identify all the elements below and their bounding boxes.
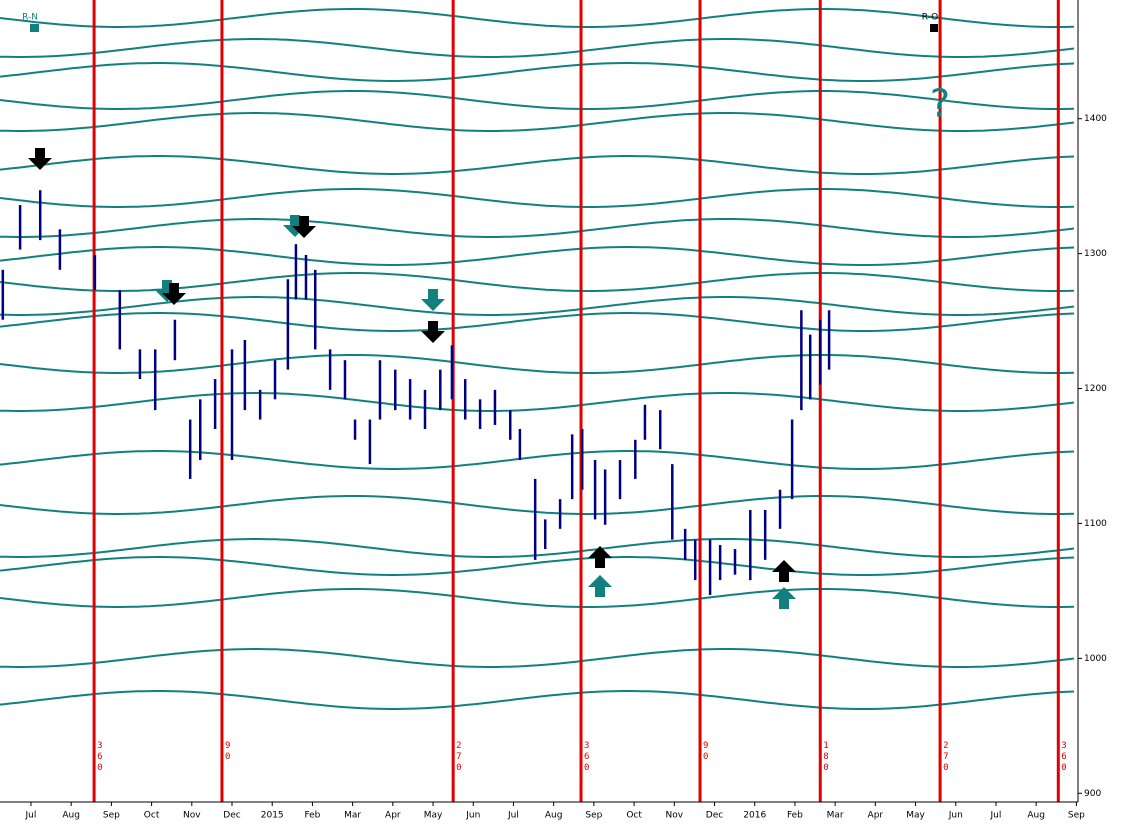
wave-line <box>0 112 1075 132</box>
x-tick-label: Jul <box>507 811 519 821</box>
wave-line <box>0 188 1075 208</box>
y-tick-label: 900 <box>1084 789 1101 799</box>
x-tick-label: 2015 <box>261 811 284 821</box>
wave-line <box>0 90 1075 110</box>
up-arrow <box>772 560 796 582</box>
x-tick-label: Oct <box>144 811 160 821</box>
wave-line <box>0 556 1075 576</box>
down-arrow <box>421 289 445 311</box>
x-tick-label: Aug <box>1027 811 1045 821</box>
wave-line <box>0 312 1075 332</box>
up-arrow <box>588 575 612 597</box>
x-tick-label: Aug <box>62 811 80 821</box>
wave-line <box>0 272 1075 292</box>
wave-line <box>0 62 1075 82</box>
x-tick-label: Dec <box>706 811 723 821</box>
y-tick-label: 1400 <box>1084 114 1107 124</box>
x-tick-label: Nov <box>183 811 201 821</box>
x-tick-label: Jun <box>948 811 963 821</box>
wave-line <box>0 450 1075 470</box>
cycle-lines: 3 6 0 9 0 2 7 0 3 6 0 9 0 1 8 0 2 7 0 3 6 0 <box>92 0 1067 802</box>
x-tick-label: Jun <box>465 811 480 821</box>
x-tick-label: Jul <box>990 811 1002 821</box>
question-mark: ? <box>930 82 950 126</box>
x-tick-label: Sep <box>1068 811 1085 821</box>
wave-line <box>0 588 1075 608</box>
marker <box>30 24 39 32</box>
y-tick-label: 1000 <box>1084 654 1107 664</box>
wave-line <box>0 690 1075 710</box>
wave-line <box>0 218 1075 238</box>
wave-line <box>0 495 1075 515</box>
x-tick-label: Sep <box>103 811 120 821</box>
wave-line <box>0 38 1075 58</box>
x-tick-label: Oct <box>626 811 642 821</box>
x-tick-label: Mar <box>344 811 361 821</box>
x-tick-label: Apr <box>385 811 401 821</box>
marker-label: R-N <box>22 13 38 23</box>
y-tick-label: 1200 <box>1084 384 1107 394</box>
x-tick-label: Jul <box>25 811 37 821</box>
marker <box>930 24 938 32</box>
y-tick-label: 1300 <box>1084 249 1107 259</box>
wave-line <box>0 648 1075 668</box>
down-arrow <box>421 321 445 343</box>
wave-line <box>0 155 1075 175</box>
x-tick-label: Feb <box>787 811 803 821</box>
price-bars <box>1 190 831 595</box>
x-tick-label: 2016 <box>743 811 766 821</box>
wave-lines <box>0 8 1075 710</box>
x-tick-label: May <box>424 811 443 821</box>
wave-line <box>0 392 1075 412</box>
x-tick-label: Aug <box>545 811 563 821</box>
y-tick-label: 1100 <box>1084 519 1107 529</box>
x-tick-label: Apr <box>868 811 884 821</box>
x-tick-label: Mar <box>827 811 844 821</box>
wave-line <box>0 354 1075 374</box>
x-tick-label: Sep <box>585 811 602 821</box>
wave-line <box>0 8 1075 28</box>
marker-label: R-O <box>922 13 938 23</box>
x-tick-label: May <box>906 811 925 821</box>
wave-line <box>0 246 1075 266</box>
x-tick-label: Feb <box>304 811 320 821</box>
wave-line <box>0 538 1075 558</box>
x-tick-label: Nov <box>666 811 684 821</box>
wave-line <box>0 296 1075 316</box>
x-tick-label: Dec <box>223 811 240 821</box>
axes: 900 1000 1100 1200 1300 1400 Jul Aug Sep Oct Nov De… <box>25 114 1108 820</box>
